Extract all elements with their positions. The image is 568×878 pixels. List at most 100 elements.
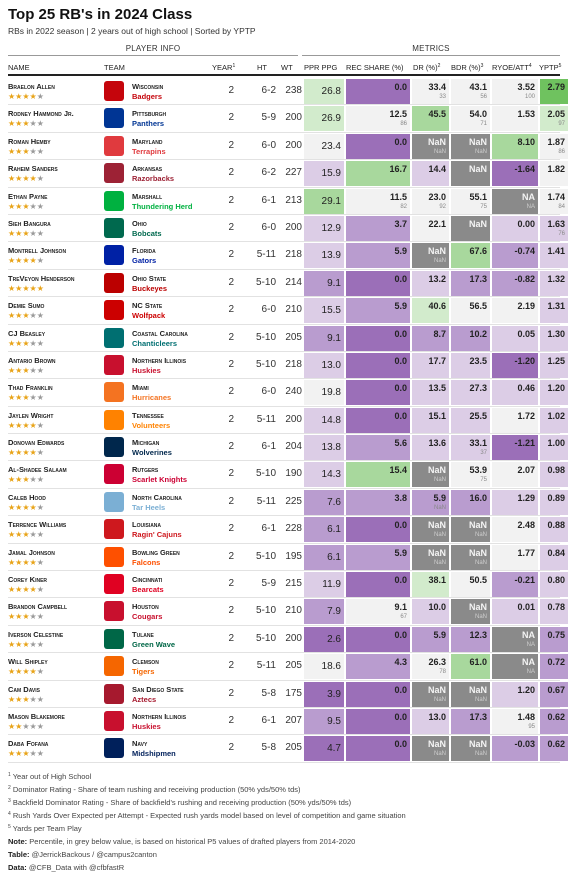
metric-percentile: NA	[526, 641, 535, 648]
table-row[interactable]: Iverson Celestine ★★★★★ Tulane Green Wave 2 5…	[8, 626, 568, 654]
metric-percentile: NaN	[433, 559, 446, 566]
team-name: NC State	[132, 301, 163, 311]
metric-ppr: 23.4	[304, 133, 344, 159]
metric-value: 0.46	[517, 383, 535, 394]
cell-year: 2	[228, 221, 234, 233]
star-icon: ★	[15, 338, 23, 348]
col-rec[interactable]: REC SHARE (%)	[346, 63, 404, 72]
star-icon: ★	[22, 475, 30, 485]
table-row[interactable]: Mason Blakemore ★★★★★ Northern Illinois Hus…	[8, 708, 568, 736]
metric-value: 0.62	[547, 711, 565, 722]
table-row[interactable]: Roman Hemby ★★★★★ Maryland Terrapins 2 6-0 200…	[8, 133, 568, 161]
table-row[interactable]: Sieh Bangura ★★★★★ Ohio Bobcats 2 6-0 200 12.9 3…	[8, 215, 568, 243]
team-name: Northern Illinois	[132, 711, 187, 721]
cell-ht: 5-10	[255, 468, 276, 480]
table-row[interactable]: Braelon Allen ★★★★★ Wisconsin Badgers 2 6-2 23…	[8, 78, 568, 106]
footnote-2: 2 Dominator Rating - Share of team rushi…	[8, 785, 301, 794]
table-row[interactable]: Ethan Payne ★★★★★ Marshall Thundering Herd 2…	[8, 188, 568, 215]
metric-ryoe: 1.72	[492, 407, 538, 433]
col-ryoe[interactable]: RYOE/ATT4	[492, 63, 532, 72]
cell-year: 2	[228, 249, 234, 261]
team-name: Pittsburgh	[132, 109, 167, 119]
metric-rec: 5.9	[346, 243, 410, 269]
table-row[interactable]: Caleb Hood ★★★★★ North Carolina Tar Heels 2 5…	[8, 489, 568, 517]
team-logo-icon	[104, 163, 124, 184]
star-icon: ★	[15, 694, 23, 704]
table-row[interactable]: Cam Davis ★★★★★ San Diego State Aztecs 2 5-8 1…	[8, 681, 568, 708]
metric-percentile: 86	[400, 121, 407, 128]
metric-percentile: NaN	[474, 696, 487, 703]
table-row[interactable]: Daba Fofana ★★★★★ Navy Midshipmen 2 5-8 205 4.7…	[8, 735, 568, 763]
table-row[interactable]: Jaylen Wright ★★★★★ Tennessee Volunteers 2 5-…	[8, 407, 568, 435]
group-line-player-info	[8, 55, 298, 56]
metric-ryoe: 3.52 100	[492, 79, 538, 104]
cell-ht: 5-11	[256, 413, 276, 425]
table-row[interactable]: Montrell Johnson ★★★★★ Florida Gators 2 5-11 2…	[8, 242, 568, 270]
star-icon: ★	[15, 311, 23, 321]
star-icon: ★	[8, 448, 16, 458]
metric-bdr: NaN NaN	[451, 736, 490, 762]
col-year[interactable]: YEAR1	[212, 63, 236, 72]
team-mascot: Hurricanes	[132, 393, 172, 403]
recruit-stars: ★★★★★	[8, 311, 44, 320]
metric-value: 2.48	[517, 520, 535, 531]
table-row[interactable]: Brandon Campbell ★★★★★ Houston Cougars 2 5-10…	[8, 598, 568, 626]
table-row[interactable]: Antario Brown ★★★★★ Northern Illinois Huski…	[8, 352, 568, 380]
table-row[interactable]: Rodney Hammond Jr. ★★★★★ Pittsburgh Panther…	[8, 105, 568, 133]
table-row[interactable]: Corey Kiner ★★★★★ Cincinnati Bearcats 2 5-9 21…	[8, 571, 568, 599]
table-row[interactable]: TreVeyon Henderson ★★★★★ Ohio State Buckeye…	[8, 270, 568, 298]
metric-ppr: 12.9	[304, 215, 344, 241]
metric-value: 56.5	[469, 301, 487, 312]
col-ht[interactable]: HT	[257, 63, 267, 72]
col-bdr[interactable]: BDR (%)3	[451, 63, 484, 72]
metric-value: 0.0	[394, 520, 407, 531]
metric-value: 55.1	[469, 191, 487, 202]
col-yptp[interactable]: YPTP5	[539, 63, 562, 72]
metric-percentile: 100	[524, 94, 535, 100]
table-row[interactable]: Will Shipley ★★★★★ Clemson Tigers 2 5-11 205 18…	[8, 653, 568, 681]
star-icon: ★	[29, 228, 37, 238]
metric-value: 1.30	[547, 328, 565, 339]
cell-ht: 5-10	[255, 550, 276, 562]
recruit-stars: ★★★★★	[8, 366, 44, 375]
team-name: Coastal Carolina	[132, 328, 188, 338]
table-row[interactable]: Terrence Williams ★★★★★ Louisiana Ragin' Ca…	[8, 516, 568, 544]
cell-ht: 6-2	[261, 85, 276, 96]
star-icon: ★	[15, 119, 23, 129]
player-name: Corey Kiner	[8, 575, 48, 585]
table-row[interactable]: Al-Shadee Salaam ★★★★★ Rutgers Scarlet Knig…	[8, 461, 568, 489]
table-row[interactable]: Raheim Sanders ★★★★★ Arkansas Razorbacks 2 6-…	[8, 160, 568, 188]
metric-value: 4.3	[394, 657, 407, 668]
metric-value: 3.9	[327, 688, 341, 700]
col-wt[interactable]: WT	[281, 63, 293, 72]
table-row[interactable]: Jamal Johnson ★★★★★ Bowling Green Falcons 2 5…	[8, 544, 568, 572]
table-row[interactable]: Thad Franklin ★★★★★ Miami Hurricanes 2 6-0 240…	[8, 379, 568, 407]
player-name: Roman Hemby	[8, 136, 51, 146]
table-row[interactable]: Demie Sumo ★★★★★ NC State Wolfpack 2 6-0 210 15…	[8, 297, 568, 325]
metric-ppr: 11.9	[304, 572, 344, 598]
table-row[interactable]: Donovan Edwards ★★★★★ Michigan Wolverines 2 6…	[8, 434, 568, 462]
recruit-stars: ★★★★★	[8, 174, 44, 183]
metric-value: 22.1	[428, 218, 446, 229]
metric-ryoe: NA NA	[492, 626, 538, 652]
metric-percentile: 95	[528, 723, 535, 730]
star-icon: ★	[15, 749, 23, 759]
col-name[interactable]: NAME	[8, 63, 30, 72]
star-icon: ★	[22, 283, 30, 293]
col-ppr[interactable]: PPR PPG	[304, 63, 338, 72]
metric-percentile: 33	[439, 94, 446, 100]
team-name: Ohio State	[132, 273, 167, 283]
metric-percentile: 86	[558, 148, 565, 155]
team-mascot: Chanticleers	[132, 338, 178, 348]
table-row[interactable]: CJ Beasley ★★★★★ Coastal Carolina Chanticle…	[8, 325, 568, 352]
source-note: Note: Percentile, in grey below value, i…	[8, 837, 356, 846]
metric-percentile: 75	[480, 477, 487, 484]
metric-percentile: NaN	[433, 751, 446, 758]
metric-bdr: NaN NaN	[451, 544, 490, 570]
star-icon: ★	[22, 667, 30, 677]
metric-rec: 0.0	[346, 133, 410, 159]
metric-value: NaN	[427, 465, 446, 476]
metric-rec: 3.8	[346, 489, 410, 515]
col-team[interactable]: TEAM	[104, 63, 125, 72]
col-dr[interactable]: DR (%)2	[413, 63, 441, 72]
